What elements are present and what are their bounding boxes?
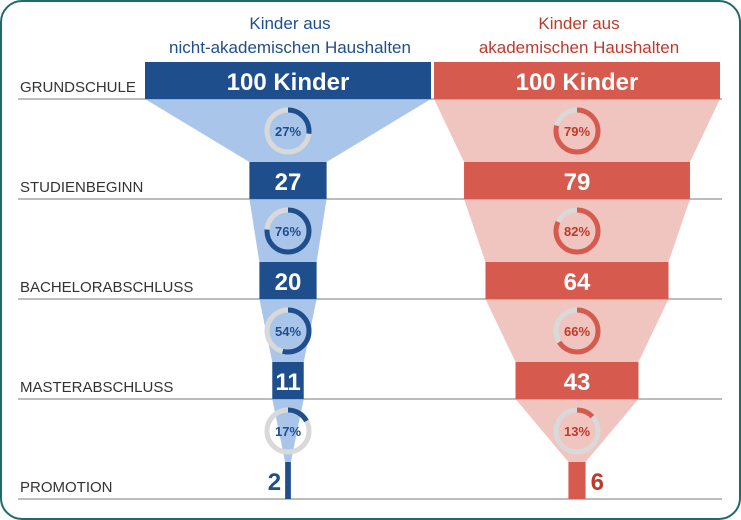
funnel-segment — [485, 299, 669, 362]
header-non-academic: Kinder aus nicht-akademischen Haushalten — [140, 12, 440, 60]
funnel-segment — [434, 99, 720, 162]
transition-pct-label: 54% — [275, 324, 301, 339]
transition-pct-label: 13% — [564, 424, 590, 439]
funnel-bar — [145, 62, 431, 99]
ring-progress — [264, 207, 312, 255]
value-label: 64 — [564, 269, 591, 296]
funnel-bar — [485, 262, 669, 299]
ring-progress — [264, 107, 312, 155]
ring-progress — [553, 207, 601, 255]
ring-progress — [553, 407, 601, 455]
stage-label: BACHELORABSCHLUSS — [20, 279, 193, 296]
header-line: Kinder aus — [249, 14, 331, 33]
transition-pct-label: 66% — [564, 324, 590, 339]
transition-pct-label: 82% — [564, 224, 590, 239]
funnel-segment — [145, 99, 431, 162]
header-line: nicht-akademischen Haushalten — [169, 38, 411, 57]
value-label: 27 — [275, 169, 302, 196]
value-label: 2 — [268, 469, 281, 496]
funnel-segment — [515, 399, 639, 462]
ring-progress — [264, 407, 312, 455]
stage-label: MASTERABSCHLUSS — [20, 379, 173, 396]
stage-label: GRUNDSCHULE — [20, 79, 136, 96]
value-label: 43 — [564, 369, 591, 396]
funnel-bar — [285, 462, 291, 499]
funnel-bar — [464, 162, 690, 199]
ring-progress — [553, 307, 601, 355]
funnel-segment — [249, 199, 327, 262]
funnel-bar — [434, 62, 720, 99]
value-label: 11 — [275, 369, 300, 396]
ring-progress — [264, 307, 312, 355]
value-label: 100 Kinder — [227, 69, 350, 96]
stage-label: STUDIENBEGINN — [20, 179, 143, 196]
funnel-bar — [272, 362, 304, 399]
funnel-segment — [464, 199, 690, 262]
value-label: 79 — [564, 169, 591, 196]
transition-pct-label: 27% — [275, 124, 301, 139]
value-label: 20 — [275, 269, 302, 296]
header-line: Kinder aus — [538, 14, 620, 33]
header-academic: Kinder aus akademischen Haushalten — [429, 12, 729, 60]
funnel-segment — [272, 399, 304, 462]
transition-pct-label: 79% — [564, 124, 590, 139]
ring-progress — [553, 107, 601, 155]
header-line: akademischen Haushalten — [478, 38, 680, 57]
funnel-bar — [515, 362, 639, 399]
transition-pct-label: 17% — [275, 424, 301, 439]
stage-label: PROMOTION — [20, 479, 113, 496]
funnel-bar — [259, 262, 317, 299]
value-label: 100 Kinder — [516, 69, 639, 96]
funnel-bar — [568, 462, 586, 499]
funnel-bar — [249, 162, 327, 199]
transition-pct-label: 76% — [275, 224, 301, 239]
value-label: 6 — [591, 469, 604, 496]
